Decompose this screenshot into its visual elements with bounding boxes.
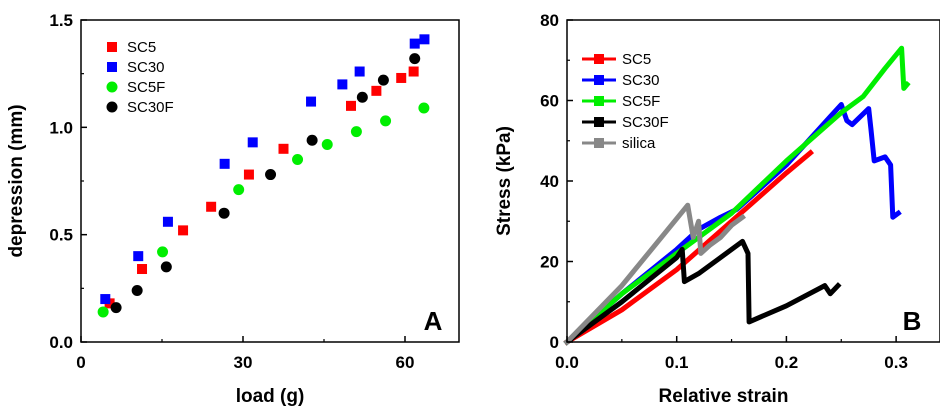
data-point-sc5f — [321, 139, 333, 151]
legend-marker-sc5 — [107, 42, 117, 52]
data-point-sc5 — [206, 201, 217, 212]
data-point-sc30 — [162, 216, 173, 227]
data-point-sc30 — [219, 158, 230, 169]
series-line-sc30f — [563, 238, 842, 346]
legend-label-sc30: SC30 — [127, 59, 165, 76]
y-tick-label: 1.0 — [49, 118, 73, 137]
data-point-sc5f — [292, 154, 304, 166]
x-tick-label: 0.0 — [555, 353, 579, 372]
data-point-sc30 — [354, 66, 365, 77]
chart-panel-a: 0 30 60 0.0 0.5 1.0 1.5 load (g) depression (mm)… — [6, 11, 460, 407]
legend-label-sc5: SC5 — [622, 51, 651, 68]
legend-marker-sc5f — [106, 81, 118, 93]
x-tick-label: 0.3 — [884, 353, 908, 372]
data-point-sc5 — [243, 169, 254, 180]
x-tick-label: 30 — [234, 353, 253, 372]
y-tick-label: 1.5 — [49, 11, 73, 30]
data-point-sc30 — [133, 251, 144, 262]
panel-label: A — [424, 306, 443, 336]
data-point-sc30f — [265, 169, 277, 181]
series-line-sc5 — [563, 149, 815, 346]
x-tick-label: 0.2 — [775, 353, 799, 372]
data-point-sc30 — [247, 137, 258, 148]
data-point-sc5 — [408, 66, 419, 77]
legend-label-sc5: SC5 — [127, 39, 156, 56]
legend-marker-sc30 — [107, 62, 117, 72]
data-point-sc5f — [418, 102, 430, 114]
data-point-sc30f — [356, 91, 368, 103]
data-point-sc30 — [337, 79, 348, 90]
y-tick-label: 0 — [550, 333, 559, 352]
series-line-sc5f — [563, 45, 911, 346]
legend-label-sc5f: SC5F — [127, 79, 165, 96]
y-tick-label: 60 — [540, 92, 559, 111]
data-point-sc5 — [346, 100, 356, 111]
data-point-sc30 — [306, 96, 317, 107]
y-axis-label: depression (mm) — [6, 104, 27, 257]
legend-label-sc30: SC30 — [622, 72, 660, 89]
data-point-sc30f — [377, 74, 389, 86]
data-point-sc5f — [97, 306, 109, 318]
series-line-silica — [563, 202, 746, 346]
data-point-sc30f — [110, 302, 122, 314]
data-point-sc5f — [350, 126, 362, 138]
data-point-sc5 — [178, 225, 189, 236]
x-axis-label: Relative strain — [659, 386, 789, 407]
data-point-sc30f — [160, 261, 172, 273]
data-point-sc30 — [419, 34, 430, 45]
y-tick-label: 0.5 — [49, 226, 73, 245]
y-tick-label: 0.0 — [49, 333, 73, 352]
data-point-sc30 — [409, 38, 420, 49]
data-point-sc5f — [157, 246, 169, 258]
data-point-sc30f — [306, 134, 318, 146]
legend-marker-sc5f — [594, 96, 604, 106]
legend-marker-sc5 — [594, 54, 604, 64]
x-tick-label: 0.1 — [665, 353, 689, 372]
data-point-sc30f — [409, 53, 421, 65]
x-tick-label: 60 — [396, 353, 415, 372]
legend-marker-sc30f — [594, 117, 604, 127]
chart-panel-b: 0.0 0.1 0.2 0.3 0 20 40 60 80 Relative strain Stre… — [494, 11, 940, 407]
data-point-sc30f — [218, 207, 230, 219]
data-point-sc30f — [131, 284, 143, 296]
legend-label-silica: silica — [622, 135, 656, 152]
legend-label-sc5f: SC5F — [622, 93, 660, 110]
data-point-sc5 — [396, 72, 407, 83]
x-tick-label: 0 — [76, 353, 85, 372]
legend-label-sc30f: SC30F — [127, 99, 174, 116]
data-point-sc30 — [100, 294, 111, 305]
data-point-sc5 — [278, 143, 289, 154]
data-point-sc5f — [233, 184, 245, 196]
data-point-sc5f — [380, 115, 392, 127]
data-point-sc5 — [371, 85, 382, 96]
x-axis-label: load (g) — [236, 386, 305, 407]
legend-label-sc30f: SC30F — [622, 114, 669, 131]
legend-marker-silica — [594, 138, 604, 148]
y-tick-label: 40 — [540, 172, 559, 191]
y-tick-label: 20 — [540, 253, 559, 272]
panel-label: B — [903, 306, 922, 336]
y-axis-label: Stress (kPa) — [494, 126, 515, 236]
y-tick-label: 80 — [540, 11, 559, 30]
legend-marker-sc30f — [106, 101, 118, 113]
legend-marker-sc30 — [594, 75, 604, 85]
data-point-sc5 — [137, 264, 148, 275]
